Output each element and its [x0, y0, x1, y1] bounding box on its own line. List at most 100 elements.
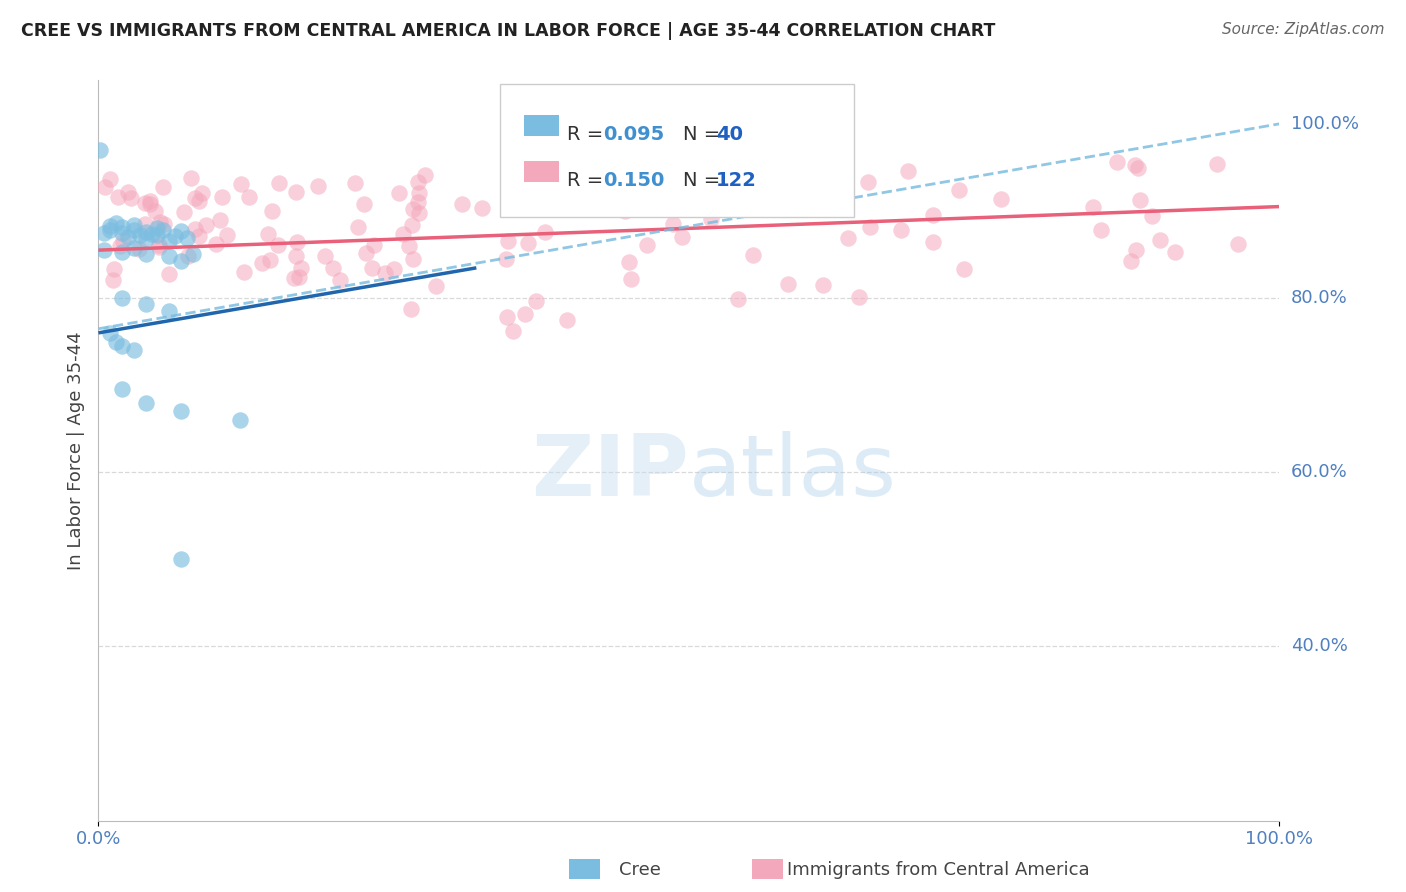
Point	[374, 266, 396, 280]
Point	[111, 226, 134, 240]
Point	[188, 228, 211, 243]
Point	[399, 301, 422, 316]
Point	[107, 189, 129, 203]
Y-axis label: In Labor Force | Age 35-44: In Labor Force | Age 35-44	[66, 331, 84, 570]
Point	[1090, 223, 1112, 237]
Point	[93, 243, 115, 257]
Point	[135, 232, 157, 246]
Point	[496, 234, 519, 248]
Point	[848, 290, 870, 304]
Text: 100.0%: 100.0%	[1291, 115, 1358, 133]
Point	[215, 228, 238, 243]
Point	[105, 216, 128, 230]
Point	[700, 211, 723, 226]
Point	[183, 222, 205, 236]
Point	[153, 217, 176, 231]
Text: 40.0%: 40.0%	[1291, 638, 1347, 656]
Text: R =: R =	[567, 170, 610, 190]
Point	[208, 212, 231, 227]
Point	[451, 197, 474, 211]
Point	[148, 238, 170, 252]
Point	[170, 224, 193, 238]
Point	[205, 236, 228, 251]
Point	[135, 225, 157, 239]
Point	[170, 253, 193, 268]
Point	[152, 180, 174, 194]
Point	[778, 277, 800, 292]
Point	[122, 223, 145, 237]
Point	[108, 239, 131, 253]
Point	[1129, 194, 1152, 208]
Point	[620, 272, 643, 286]
Point	[139, 194, 162, 209]
Point	[184, 191, 207, 205]
Point	[285, 249, 308, 263]
Point	[176, 231, 198, 245]
Text: 40: 40	[716, 125, 744, 144]
Text: N =: N =	[683, 170, 727, 190]
Point	[98, 219, 121, 233]
Point	[146, 228, 169, 243]
Point	[89, 143, 111, 157]
Text: 122: 122	[716, 170, 756, 190]
Point	[157, 304, 180, 318]
Point	[329, 273, 352, 287]
Text: Source: ZipAtlas.com: Source: ZipAtlas.com	[1222, 22, 1385, 37]
Point	[425, 278, 447, 293]
Point	[742, 248, 765, 262]
Point	[990, 192, 1012, 206]
Point	[122, 240, 145, 254]
Point	[495, 310, 517, 324]
Point	[1149, 233, 1171, 247]
Text: N =: N =	[683, 125, 727, 144]
Point	[392, 227, 415, 241]
Point	[406, 175, 429, 189]
Point	[1126, 161, 1149, 176]
Text: 60.0%: 60.0%	[1291, 463, 1347, 482]
Point	[1121, 254, 1143, 268]
Point	[152, 223, 174, 237]
FancyBboxPatch shape	[523, 115, 560, 136]
Point	[181, 247, 204, 261]
Point	[1226, 237, 1249, 252]
Point	[557, 313, 579, 327]
Point	[1081, 200, 1104, 214]
Point	[120, 191, 142, 205]
Point	[139, 196, 162, 211]
Point	[388, 186, 411, 200]
Point	[1206, 157, 1229, 171]
Point	[190, 186, 212, 200]
Point	[170, 404, 193, 418]
Point	[148, 240, 170, 254]
Point	[195, 218, 218, 232]
Text: R =: R =	[567, 125, 610, 144]
Point	[157, 267, 180, 281]
Point	[524, 294, 547, 309]
Point	[727, 292, 749, 306]
Text: ZIP: ZIP	[531, 431, 689, 514]
Point	[682, 200, 704, 214]
Point	[188, 194, 211, 209]
Point	[269, 177, 291, 191]
Point	[402, 202, 425, 217]
Point	[662, 217, 685, 231]
Point	[517, 235, 540, 250]
Point	[408, 206, 430, 220]
Point	[98, 223, 121, 237]
Point	[267, 238, 290, 252]
Point	[259, 253, 281, 268]
Point	[103, 261, 125, 276]
Point	[180, 170, 202, 185]
Point	[94, 179, 117, 194]
Point	[135, 297, 157, 311]
Point	[98, 172, 121, 186]
Point	[135, 395, 157, 409]
Point	[211, 189, 233, 203]
Point	[231, 177, 253, 191]
Point	[314, 249, 336, 263]
Point	[122, 218, 145, 232]
Point	[1163, 244, 1185, 259]
Point	[143, 204, 166, 219]
Point	[260, 204, 283, 219]
FancyBboxPatch shape	[501, 84, 855, 217]
